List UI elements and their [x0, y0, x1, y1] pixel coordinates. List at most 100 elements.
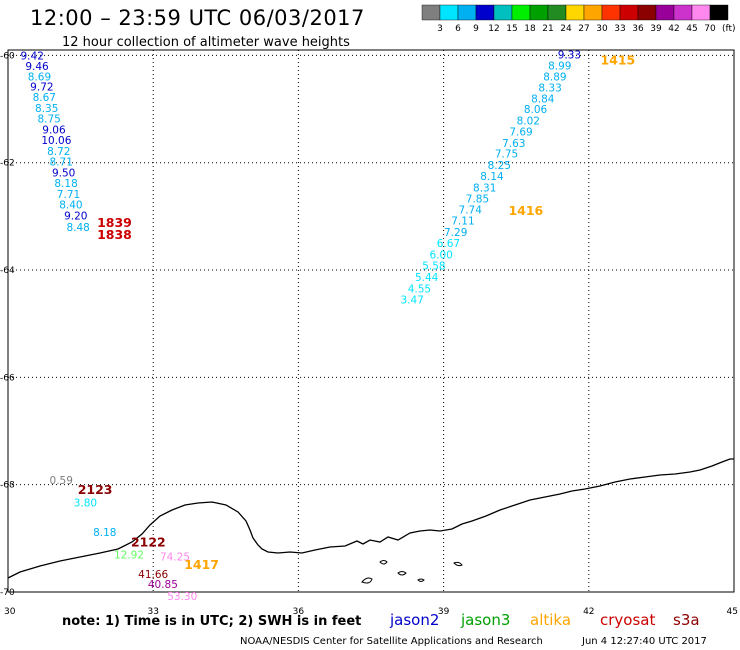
- colorbar-tick-label: 27: [578, 24, 589, 34]
- swh-value-label: 53.30: [167, 591, 197, 603]
- swh-value-label: 7.85: [466, 194, 489, 206]
- swh-value-label: 9.06: [42, 124, 66, 136]
- x-tick-label: 39: [438, 607, 450, 617]
- colorbar-swatch: [709, 4, 729, 21]
- colorbar-tick-label: 21: [542, 24, 553, 34]
- swh-value-label: 9.20: [64, 210, 87, 222]
- swh-value-label: 6.00: [429, 249, 452, 261]
- swh-value-label: 7.71: [57, 189, 80, 201]
- pass-time-label: 2122: [131, 535, 166, 550]
- coastline: [7, 458, 734, 579]
- swh-value-label: 4.55: [408, 283, 431, 295]
- swh-value-label: 7.74: [459, 204, 483, 216]
- island-2: [379, 560, 388, 565]
- legend-jason3: jason3: [460, 611, 510, 629]
- swh-value-label: 8.18: [54, 178, 77, 190]
- swh-value-label: 6.67: [437, 238, 460, 250]
- colorbar-swatch: [457, 4, 477, 21]
- plot-frame: [7, 49, 735, 593]
- swh-value-label: 8.02: [517, 115, 540, 127]
- swh-value-label: 9.50: [52, 167, 75, 179]
- colorbar-tick-label: 39: [650, 24, 662, 34]
- swh-value-label: 3.47: [400, 295, 423, 307]
- swh-value-label: 8.69: [28, 71, 51, 83]
- colorbar-swatch: [529, 4, 549, 21]
- swh-value-label: 8.06: [524, 104, 548, 116]
- swh-value-label: 7.63: [502, 138, 525, 150]
- swh-value-label: 0.59: [50, 475, 73, 487]
- swh-value-label: 8.33: [538, 83, 561, 95]
- colorbar-swatch: [475, 4, 495, 21]
- swh-values: 9.429.468.699.728.678.358.759.0610.068.7…: [21, 49, 582, 602]
- swh-value-label: 9.42: [21, 50, 44, 62]
- x-tick-label: 30: [4, 607, 16, 617]
- y-tick-label: -70: [0, 588, 15, 598]
- swh-value-label: 8.99: [548, 61, 571, 73]
- colorbar-swatch: [655, 4, 675, 21]
- y-tick-label: -64: [0, 266, 15, 276]
- pass-time-label: 1839: [97, 215, 132, 230]
- chart-title: 12:00 – 23:59 UTC 06/03/2017: [30, 6, 365, 30]
- legend-altika: altika: [530, 611, 571, 629]
- y-tick-label: -66: [0, 373, 15, 383]
- y-axis-ticks: -60 -62 -64 -66 -68 -70: [0, 51, 15, 598]
- legend-cryosat: cryosat: [600, 611, 655, 629]
- colorbar-swatch: [547, 4, 567, 21]
- colorbar-tick-label: 6: [455, 24, 461, 34]
- y-tick-label: -68: [0, 481, 15, 491]
- swh-value-label: 8.72: [47, 146, 70, 158]
- swh-value-label: 7.75: [495, 149, 518, 161]
- legend-jason2: jason2: [389, 611, 439, 629]
- colorbar-swatch: [637, 4, 657, 21]
- swh-value-label: 3.80: [74, 497, 97, 509]
- footnote: note: 1) Time is in UTC; 2) SWH is in fe…: [62, 614, 361, 629]
- colorbar-tick-label: 15: [506, 24, 517, 34]
- pass-time-label: 1416: [508, 203, 543, 218]
- island-1: [361, 577, 373, 584]
- colorbar-tick-label: 70: [704, 24, 716, 34]
- swh-value-label: 41.66: [138, 569, 168, 581]
- swh-value-label: 8.25: [488, 160, 511, 172]
- colorbar-swatch: [511, 4, 531, 21]
- colorbar-swatch: [601, 4, 621, 21]
- swh-value-label: 8.18: [93, 527, 116, 539]
- colorbar-tick-label: 24: [560, 24, 572, 34]
- x-tick-label: 36: [293, 607, 305, 617]
- swh-value-label: 8.89: [543, 71, 566, 83]
- swh-value-label: 40.85: [148, 579, 178, 591]
- pass-time-label: 1415: [600, 53, 635, 68]
- swh-value-label: 8.31: [473, 182, 496, 194]
- colorbar-tick-label: 33: [614, 24, 625, 34]
- swh-value-label: 7.29: [444, 227, 467, 239]
- legend-s3a: s3a: [673, 611, 700, 629]
- pass-time-label: 1838: [97, 227, 132, 242]
- island-4: [453, 561, 463, 567]
- swh-value-label: 9.46: [25, 61, 49, 73]
- pass-time-label: 2123: [78, 482, 113, 497]
- colorbar-swatch: [673, 4, 693, 21]
- colorbar-tick-label: 36: [632, 24, 644, 34]
- grid-lines: [8, 50, 734, 592]
- pass-time-label: 1417: [184, 557, 219, 572]
- colorbar-swatch: [421, 4, 441, 21]
- colorbar-swatch: [439, 4, 459, 21]
- colorbar-tick-label: 18: [524, 24, 536, 34]
- swh-value-label: 12.92: [114, 549, 144, 561]
- swh-value-label: 8.67: [33, 92, 56, 104]
- island-5: [417, 578, 425, 582]
- colorbar-unit: (ft): [722, 24, 736, 34]
- colorbar: 3 6 9 12 15 18 21 24 27 30 33 36 39 42 45 70 (ft): [421, 4, 736, 34]
- colorbar-tick-label: 30: [596, 24, 608, 34]
- y-tick-label: -62: [0, 159, 15, 169]
- generation-timestamp: Jun 4 12:27:40 UTC 2017: [581, 636, 707, 647]
- colorbar-tick-label: 42: [668, 24, 679, 34]
- colorbar-swatch: [493, 4, 513, 21]
- swh-value-label: 8.71: [50, 157, 73, 169]
- colorbar-swatch: [583, 4, 603, 21]
- swh-value-label: 5.44: [415, 272, 439, 284]
- swh-value-label: 8.84: [531, 93, 555, 105]
- swh-value-label: 7.11: [451, 216, 474, 228]
- x-tick-label: 42: [583, 607, 594, 617]
- swh-value-label: 8.48: [66, 222, 89, 234]
